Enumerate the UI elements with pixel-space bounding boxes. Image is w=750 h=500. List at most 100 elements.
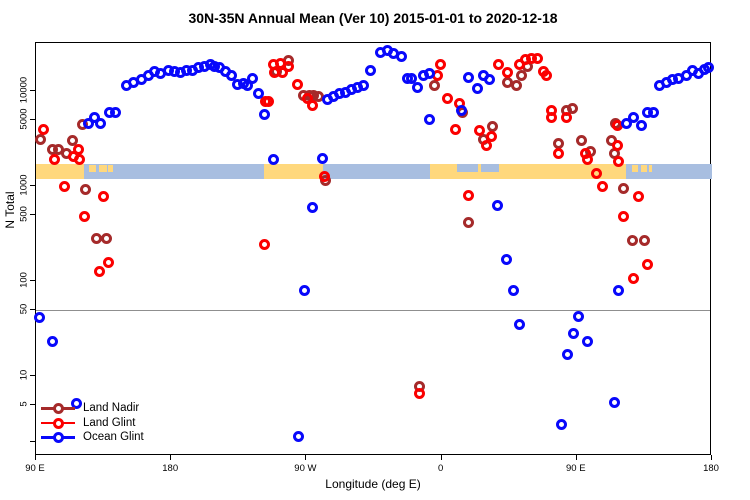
data-point-land_glint: [532, 53, 544, 65]
data-point-land_glint: [291, 79, 303, 91]
data-point-land_nadir: [553, 138, 565, 150]
data-point-ocean_glint: [89, 112, 101, 124]
legend-label: Ocean Glint: [83, 431, 144, 443]
y-tick: [30, 90, 35, 91]
data-point-ocean_glint: [500, 253, 512, 265]
map-band-island: [641, 165, 648, 172]
data-point-ocean_glint: [258, 108, 270, 120]
y-tick: [30, 308, 35, 310]
data-point-land_glint: [276, 67, 288, 79]
data-point-ocean_glint: [491, 200, 503, 212]
data-point-ocean_glint: [455, 104, 467, 116]
legend-item-land_glint: Land Glint: [41, 417, 181, 429]
data-point-land_glint: [48, 153, 60, 165]
x-tick: [575, 455, 577, 460]
data-point-ocean_glint: [472, 83, 484, 95]
data-point-land_nadir: [463, 217, 475, 229]
y-tick-label: 5: [18, 400, 30, 407]
data-point-ocean_glint: [647, 106, 659, 118]
y-tick-label: 5000: [18, 108, 30, 130]
data-point-land_glint: [581, 154, 593, 166]
map-band-island: [88, 165, 97, 172]
map-band-land: [36, 164, 85, 179]
y-tick-label: 100: [18, 272, 30, 288]
data-point-land_glint: [596, 180, 608, 192]
x-tick: [305, 455, 307, 460]
data-point-land_glint: [78, 210, 90, 222]
data-point-ocean_glint: [71, 398, 83, 410]
legend-label: Land Glint: [83, 416, 136, 429]
map-band-island: [632, 165, 639, 172]
map-band-island: [648, 165, 652, 172]
data-point-land_glint: [318, 170, 330, 182]
data-point-land_glint: [282, 60, 294, 72]
chart-title: 30N-35N Annual Mean (Ver 10) 2015-01-01 …: [188, 10, 558, 26]
data-point-ocean_glint: [225, 69, 237, 81]
y-tick: [30, 375, 35, 376]
x-tick-label: 180: [162, 463, 179, 474]
data-point-ocean_glint: [568, 328, 580, 340]
legend-marker-land_glint: [53, 417, 64, 429]
data-point-ocean_glint: [556, 418, 568, 430]
data-point-ocean_glint: [83, 118, 95, 130]
map-band-island: [108, 165, 113, 172]
data-point-ocean_glint: [95, 118, 107, 130]
x-tick-label: 90 W: [294, 463, 317, 474]
map-band-land: [264, 164, 323, 179]
data-point-land_glint: [473, 125, 485, 137]
data-point-ocean_glint: [508, 285, 520, 297]
data-point-land_nadir: [101, 233, 113, 245]
data-point-land_glint: [449, 124, 461, 136]
data-point-ocean_glint: [562, 348, 574, 360]
data-point-land_glint: [590, 167, 602, 179]
data-point-ocean_glint: [33, 312, 45, 324]
data-point-land_glint: [74, 154, 86, 166]
data-point-ocean_glint: [365, 64, 377, 76]
data-point-land_glint: [545, 112, 557, 124]
x-tick: [711, 455, 712, 460]
x-tick: [170, 455, 172, 460]
data-point-ocean_glint: [293, 431, 305, 443]
data-point-ocean_glint: [424, 68, 436, 80]
data-point-land_glint: [553, 147, 565, 159]
data-point-land_nadir: [566, 102, 578, 114]
data-point-land_nadir: [428, 80, 440, 92]
data-point-land_glint: [617, 210, 629, 222]
data-point-ocean_glint: [246, 72, 258, 84]
data-point-land_glint: [442, 92, 454, 104]
map-band-mediterranean: [456, 164, 478, 173]
data-point-land_glint: [514, 59, 526, 71]
reference-line-50: [36, 309, 710, 312]
data-point-ocean_glint: [110, 106, 122, 118]
data-point-land_nadir: [638, 234, 650, 246]
data-point-ocean_glint: [620, 118, 632, 130]
y-tick-label: 50: [18, 303, 30, 314]
data-point-ocean_glint: [608, 397, 620, 409]
x-tick-label: 180: [703, 463, 719, 474]
data-point-ocean_glint: [484, 74, 496, 86]
data-point-land_glint: [541, 69, 553, 81]
y-tick-label: 10: [18, 369, 30, 381]
data-point-land_glint: [263, 95, 275, 107]
data-point-land_nadir: [575, 135, 587, 147]
data-point-land_nadir: [66, 135, 78, 147]
data-point-land_glint: [258, 238, 270, 250]
data-point-land_glint: [481, 140, 493, 152]
x-tick: [440, 455, 442, 460]
data-point-land_nadir: [515, 69, 527, 81]
data-point-land_glint: [485, 131, 497, 143]
data-point-land_glint: [413, 387, 425, 399]
legend-marker-ocean_glint: [53, 432, 64, 443]
data-point-land_glint: [434, 59, 446, 71]
data-point-ocean_glint: [317, 152, 329, 164]
data-point-land_nadir: [487, 121, 499, 133]
data-point-land_glint: [632, 191, 644, 203]
data-point-land_glint: [493, 58, 505, 70]
data-point-ocean_glint: [703, 62, 715, 74]
data-point-land_glint: [38, 124, 49, 136]
x-axis-label: Longitude (deg E): [325, 477, 421, 491]
data-point-land_glint: [613, 155, 625, 167]
legend-label: Land Nadir: [83, 402, 140, 414]
y-tick: [30, 118, 35, 120]
